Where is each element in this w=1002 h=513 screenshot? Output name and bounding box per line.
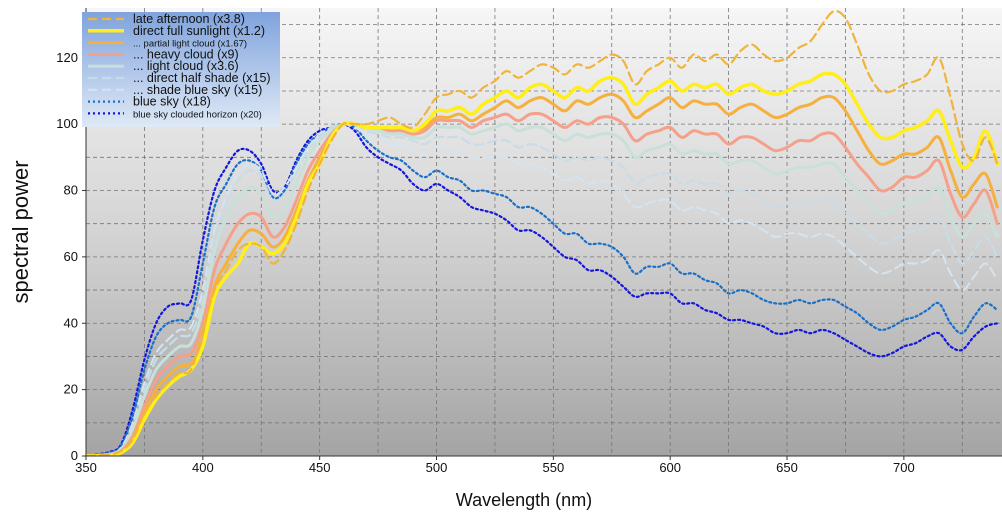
series-line-3	[86, 92, 999, 456]
y-axis-title: spectral power	[8, 160, 33, 303]
grid-lines	[86, 8, 1002, 456]
series-line-1	[86, 9, 999, 456]
y-tick-label: 60	[64, 249, 78, 264]
legend-label-7: ... shade blue sky (x15)	[133, 83, 262, 97]
series-group	[86, 9, 1000, 456]
x-tick-label: 550	[542, 460, 564, 475]
series-line-6	[86, 122, 999, 456]
x-tick-label: 650	[776, 460, 798, 475]
x-tick-label: 500	[426, 460, 448, 475]
series-line-8	[86, 123, 999, 456]
y-tick-label: 20	[64, 382, 78, 397]
y-tick-label: 0	[71, 448, 78, 463]
legend-label-8: blue sky (x18)	[133, 95, 211, 109]
x-tick-label: 400	[192, 460, 214, 475]
legend: late afternoon (x3.8)direct full sunligh…	[82, 12, 280, 127]
x-tick-label: 350	[75, 460, 97, 475]
series-line-5	[86, 121, 999, 456]
legend-label-2: direct full sunlight (x1.2)	[133, 24, 265, 38]
x-tick-label: 600	[659, 460, 681, 475]
x-tick-labels: 350 400 450 500 550 600 650 700	[75, 456, 915, 475]
series-line-7	[86, 123, 999, 456]
legend-label-9: blue sky clouded horizon (x20)	[133, 109, 262, 120]
x-tick-label: 450	[309, 460, 331, 475]
legend-label-3: ... partial light cloud (x1.67)	[133, 39, 247, 50]
series-line-4	[86, 111, 999, 456]
y-tick-label: 100	[56, 116, 78, 131]
legend-label-6: ... direct half shade (x15)	[133, 71, 271, 85]
legend-label-4: ... heavy cloud (x9)	[133, 47, 239, 61]
x-axis-title: Wavelength (nm)	[456, 490, 592, 510]
y-tick-labels: 0 20 40 60 80 100 120	[56, 50, 86, 463]
legend-label-1: late afternoon (x3.8)	[133, 12, 245, 26]
series-line-2	[86, 71, 1000, 456]
y-tick-label: 80	[64, 183, 78, 198]
series-line-9	[86, 122, 999, 456]
x-tick-label: 700	[893, 460, 915, 475]
legend-label-5: ... light cloud (x3.6)	[133, 59, 239, 73]
y-tick-label: 40	[64, 315, 78, 330]
y-tick-label: 120	[56, 50, 78, 65]
